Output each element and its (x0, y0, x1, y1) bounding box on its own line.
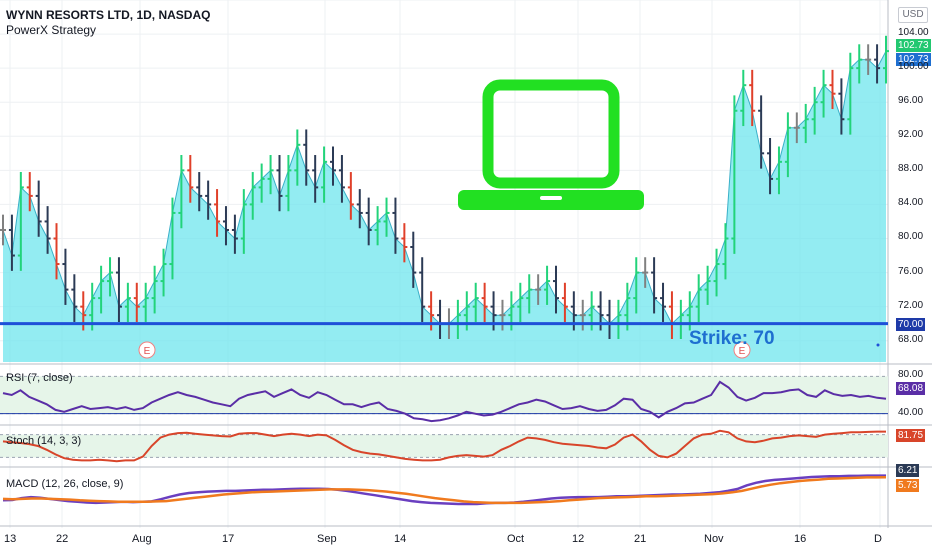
time-tick-label: 17 (222, 533, 235, 545)
stoch-label[interactable]: Stoch (14, 3, 3) (6, 435, 82, 447)
stoch-line (2, 429, 886, 463)
time-tick-label: 16 (794, 533, 807, 545)
time-tick-label: 21 (634, 533, 647, 545)
currency-button[interactable]: USD (898, 7, 928, 23)
price-tag-last: 102.73 (896, 53, 931, 66)
rsi-value-tag: 68.08 (896, 382, 926, 395)
time-tick-label: 22 (56, 533, 69, 545)
price-tick-label: 76.00 (898, 265, 924, 277)
time-tick-label: 13 (4, 533, 17, 545)
price-tick-label: 72.00 (898, 299, 924, 311)
price-tick-label: 88.00 (898, 163, 924, 175)
time-tick-label: 14 (394, 533, 407, 545)
time-tick-label: Aug (132, 533, 152, 545)
price-tick-label: 80.00 (898, 231, 924, 243)
symbol-title: WYNN RESORTS LTD, 1D, NASDAQ (6, 8, 211, 22)
macd-label[interactable]: MACD (12, 26, close, 9) (6, 478, 124, 490)
rsi-tick-label: 40.00 (898, 406, 924, 418)
signal-value-tag: 5.73 (896, 479, 920, 492)
stoch-value-tag: 81.75 (896, 429, 926, 442)
strike-annotation: Strike: 70 (689, 328, 775, 349)
earnings-marker-label: E (144, 346, 151, 357)
price-tag-highlight: 102.73 (896, 39, 931, 52)
rsi-label[interactable]: RSI (7, close) (6, 372, 73, 384)
earnings-marker-label: E (739, 346, 746, 357)
earnings-marker (733, 341, 751, 359)
stoch-band (0, 434, 888, 458)
laptop-icon (458, 79, 644, 210)
time-tick-label: D (874, 533, 882, 545)
time-tick-label: Oct (507, 533, 525, 545)
rsi-line (2, 380, 887, 423)
strategy-label: PowerX Strategy (6, 23, 97, 37)
price-tick-label: 92.00 (898, 129, 924, 141)
price-tag-strike: 70.00 (896, 318, 926, 331)
macd-value-tag: 6.21 (896, 464, 920, 477)
time-tick-label: Sep (317, 533, 337, 545)
price-area (3, 51, 886, 362)
price-tick-label: 84.00 (898, 197, 924, 209)
price-tick-label: 100.00 (898, 61, 929, 73)
price-tick-label: 68.00 (898, 333, 924, 345)
signal-line (2, 476, 887, 505)
price-tick-label: 96.00 (898, 95, 924, 107)
earnings-marker (138, 341, 156, 359)
indicator-panes (0, 375, 888, 506)
rsi-tick-label: 80.00 (898, 369, 924, 381)
strike-dot (876, 343, 880, 347)
price-tick-label: 104.00 (898, 27, 929, 39)
time-tick-label: Nov (704, 533, 724, 545)
rsi-band (0, 376, 888, 414)
time-tick-label: 12 (572, 533, 585, 545)
